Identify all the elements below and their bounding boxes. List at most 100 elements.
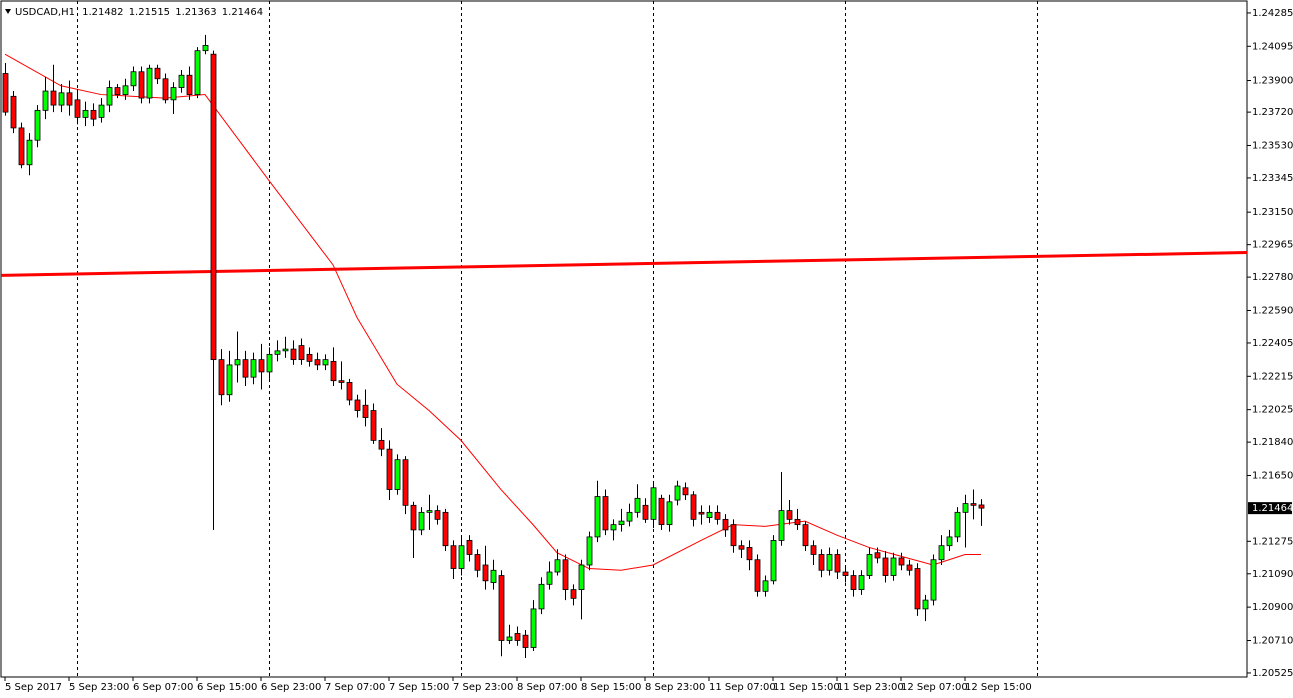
y-tick-label: 1.21090 <box>1252 569 1293 580</box>
symbol: USDCAD,H1 <box>15 7 75 18</box>
candle-body <box>810 545 817 555</box>
candle-body <box>842 571 849 576</box>
candle-body <box>858 575 865 590</box>
candle-body <box>370 410 377 441</box>
candle-body <box>522 634 529 648</box>
y-tick-label: 1.24285 <box>1252 8 1293 19</box>
candle-body <box>554 559 561 573</box>
close: 1.21464 <box>222 7 263 18</box>
candle-body <box>730 524 737 547</box>
candle-body <box>738 545 745 550</box>
candle-body <box>778 510 785 541</box>
candle-body <box>226 364 233 396</box>
candle-body <box>706 511 713 519</box>
y-tick-label: 1.22215 <box>1252 371 1293 382</box>
y-tick-label: 1.20710 <box>1252 635 1293 646</box>
candle-body <box>722 518 729 531</box>
candle-body <box>650 487 657 520</box>
candle-body <box>34 109 41 141</box>
candle-body <box>242 359 249 378</box>
y-tick-label: 1.23900 <box>1252 76 1293 87</box>
candle-body <box>802 524 809 547</box>
low: 1.21363 <box>175 7 216 18</box>
x-tick-label: 6 Sep 15:00 <box>197 682 257 693</box>
candle-body <box>26 139 33 166</box>
candle-body <box>914 568 921 610</box>
x-tick-label: 8 Sep 07:00 <box>517 682 577 693</box>
candle-body <box>418 511 425 531</box>
x-tick-label: 11 Sep 07:00 <box>709 682 776 693</box>
candle-body <box>266 353 273 373</box>
candle-body <box>906 564 913 571</box>
candle-body <box>498 575 505 641</box>
candle-body <box>410 504 417 531</box>
candle-body <box>954 511 961 538</box>
candle-body <box>930 559 937 601</box>
candle-body <box>210 53 217 361</box>
candle-body <box>146 67 153 99</box>
x-tick-label: 8 Sep 23:00 <box>645 682 705 693</box>
last-price-label: 1.21464 <box>1252 503 1293 514</box>
menu-arrow[interactable] <box>5 9 11 14</box>
candle-body <box>274 350 281 355</box>
candle-body <box>170 87 177 101</box>
candle-body <box>138 71 145 99</box>
y-tick-label: 1.20900 <box>1252 602 1293 613</box>
candle-body <box>874 552 881 559</box>
candle-body <box>682 487 689 496</box>
y-tick-label: 1.21840 <box>1252 437 1293 448</box>
candle-body <box>754 559 761 592</box>
candle-body <box>978 504 985 509</box>
candle-body <box>666 501 673 526</box>
candle-body <box>290 348 297 361</box>
candle-body <box>434 510 441 520</box>
candle-body <box>786 510 793 520</box>
candle-body <box>642 504 649 520</box>
candle-body <box>970 503 977 506</box>
candle-body <box>698 511 705 515</box>
x-tick-label: 5 Sep 23:00 <box>69 682 129 693</box>
x-tick-label: 12 Sep 15:00 <box>965 682 1032 693</box>
candle-body <box>314 359 321 366</box>
x-tick-label: 8 Sep 15:00 <box>581 682 641 693</box>
candle-body <box>362 404 369 418</box>
x-tick-label: 12 Sep 07:00 <box>901 682 968 693</box>
y-tick-label: 1.21275 <box>1252 536 1293 547</box>
x-tick-label: 7 Sep 07:00 <box>325 682 385 693</box>
candle-body <box>626 511 633 522</box>
candle-body <box>866 554 873 576</box>
y-tick-label: 1.22405 <box>1252 338 1293 349</box>
candle-body <box>746 547 753 561</box>
candle-body <box>378 439 385 450</box>
candle-body <box>826 554 833 571</box>
header: USDCAD,H1 1.21482 1.21515 1.21363 1.2146… <box>15 7 263 18</box>
candle-body <box>890 557 897 576</box>
candle-body <box>546 571 553 585</box>
candle-body <box>658 497 665 526</box>
last-price-box <box>1248 502 1292 515</box>
candle-body <box>162 78 169 101</box>
candle-body <box>458 545 465 569</box>
candle-body <box>834 554 841 573</box>
candle-body <box>98 104 105 118</box>
y-tick-label: 1.22965 <box>1252 240 1293 251</box>
candle-body <box>402 459 409 506</box>
candle-body <box>514 633 521 641</box>
candle-body <box>690 494 697 520</box>
candle-body <box>946 536 953 547</box>
candle-body <box>850 575 857 590</box>
candle-body <box>674 485 681 501</box>
candle-body <box>90 109 97 120</box>
high: 1.21515 <box>129 7 170 18</box>
candle-body <box>442 511 449 547</box>
candle-body <box>450 545 457 569</box>
candle-body <box>114 87 121 95</box>
y-tick-label: 1.23150 <box>1252 207 1293 218</box>
candle-body <box>610 524 617 531</box>
candle-body <box>490 569 497 583</box>
candle-body <box>618 520 625 526</box>
candle-body <box>258 359 265 373</box>
candle-body <box>130 71 137 87</box>
candle-body <box>602 496 609 531</box>
